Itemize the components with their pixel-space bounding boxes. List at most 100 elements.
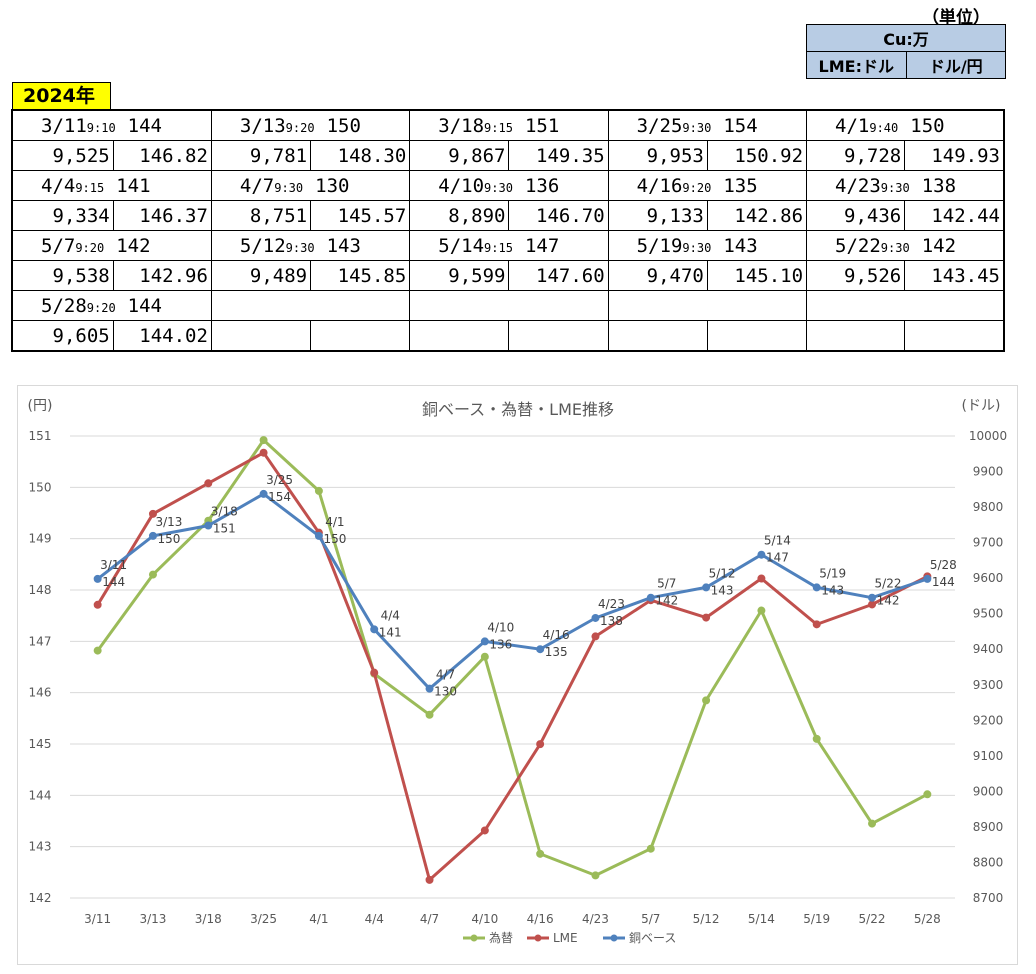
data-label-date: 5/12 [709,566,736,580]
data-label-value: 141 [379,625,402,639]
table-date-cell [409,290,609,321]
unit-title: （単位） [922,8,990,28]
lme-cell: 9,526 [806,260,906,291]
copper-base-text: 138 [921,174,957,197]
y-right-axis-label: (ドル) [962,398,1001,414]
x-tick-label: 5/28 [914,912,941,926]
table-date-cell: 4/109:30 136 [409,170,609,201]
legend-label: 銅ベース [629,931,676,945]
price-table: 3/119:10 144 3/139:20 150 3/189:15 151 3/259:3… [11,109,1005,352]
data-point [812,583,821,592]
data-point [702,583,711,592]
time-text: 9:40 [869,120,899,135]
table-date-cell: 5/289:20 144 [11,290,212,321]
unit-lme: LME:ドル [806,51,907,79]
lme-cell: 9,728 [806,140,906,171]
copper-base-text: 154 [723,114,758,137]
x-tick-label: 5/7 [641,912,660,926]
table-date-cell: 4/169:20 135 [607,170,808,201]
data-label-date: 3/25 [266,473,293,487]
fx-cell: 142.96 [112,260,212,291]
table-date-cell: 5/229:30 142 [806,230,1005,261]
fx-cell: 149.35 [508,140,609,171]
fx-cell: 145.10 [706,260,808,291]
table-date-cell: 4/19:40 150 [806,109,1005,141]
table-date-cell: 5/149:15 147 [409,230,609,261]
lme-cell: 9,538 [11,260,114,291]
data-label-value: 154 [268,490,291,504]
time-text: 9:30 [285,240,315,255]
x-tick-label: 4/23 [582,912,609,926]
data-point [591,871,600,880]
data-point [480,652,489,661]
series-line [96,438,929,877]
data-point [370,625,379,634]
data-point [868,819,877,828]
time-text: 9:15 [484,240,513,255]
data-point [259,489,268,498]
data-label-date: 4/10 [487,620,514,634]
lme-cell [210,320,312,352]
x-tick-label: 4/7 [420,912,439,926]
time-text: 9:30 [682,240,712,255]
x-tick-label: 5/19 [803,912,830,926]
data-point [204,479,213,488]
time-text: 9:30 [484,180,513,195]
data-point [93,574,102,583]
data-point [204,521,213,530]
y-right-tick-label: 8900 [973,820,1004,834]
date-text: 3/13 [239,114,286,137]
date-text: 5/14 [438,234,485,257]
lme-cell: 9,605 [11,320,114,352]
unit-fx: ドル/円 [905,51,1006,79]
copper-base-text: 143 [326,234,361,257]
data-label-date: 4/7 [436,668,455,682]
copper-base-text: 142 [921,234,957,257]
x-tick-label: 5/14 [748,912,775,926]
data-label-date: 4/4 [381,608,400,622]
fx-cell: 145.85 [310,260,411,291]
lme-cell: 9,867 [409,140,510,171]
date-text: 5/22 [835,234,881,257]
data-label-value: 151 [213,522,236,536]
data-point [757,550,766,559]
data-point [259,436,268,445]
data-point [93,646,102,655]
fx-cell: 146.82 [112,140,212,171]
data-label-date: 3/13 [155,515,182,529]
data-label-value: 143 [821,583,844,597]
date-text: 3/25 [636,114,683,137]
unit-legend-table: Cu:万 LME:ドル ドル/円 [806,24,1006,79]
x-tick-label: 3/25 [250,912,277,926]
data-label-value: 144 [102,575,125,589]
data-point [702,613,711,622]
y-right-tick-label: 8800 [973,855,1004,869]
data-point [370,668,379,677]
fx-cell [706,320,808,352]
lme-cell: 8,890 [409,200,510,231]
data-label-date: 4/23 [598,597,625,611]
fx-cell [904,320,1005,352]
time-text: 9:20 [75,240,105,255]
legend-marker [470,934,478,942]
data-point [314,531,323,540]
copper-base-text: 135 [723,174,758,197]
time-text: 9:30 [682,120,712,135]
series-line [96,451,928,882]
copper-base-text: 151 [524,114,560,137]
data-point [480,826,489,835]
y-right-tick-label: 9500 [973,607,1004,621]
date-text: 3/11 [41,114,87,137]
date-text: 4/23 [835,174,881,197]
data-label-date: 4/1 [325,515,344,529]
data-point [425,684,434,693]
data-label-date: 5/22 [875,577,902,591]
y-left-axis-label: (円) [28,398,53,414]
fx-cell: 150.92 [706,140,808,171]
fx-cell: 146.37 [112,200,212,231]
data-label-value: 147 [766,551,789,565]
y-right-tick-label: 9900 [973,465,1004,479]
copper-base-text: 142 [116,234,151,257]
time-text: 9:30 [274,180,304,195]
x-tick-label: 5/12 [693,912,720,926]
